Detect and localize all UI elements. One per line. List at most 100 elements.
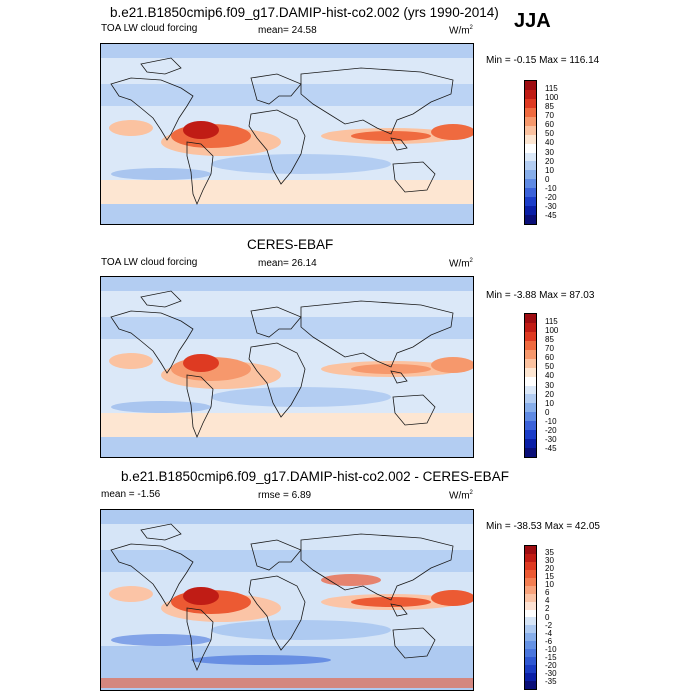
colorbar-swatch <box>525 197 536 207</box>
panel-2-mean-label: mean= 26.14 <box>258 258 317 269</box>
colorbar-swatch <box>525 170 536 180</box>
colorbar-tick-label: -45 <box>545 443 557 453</box>
panel-2-units: W/m2 <box>449 258 473 270</box>
colorbar-tick-label: 115 <box>545 317 558 327</box>
colorbar-swatch <box>525 403 536 413</box>
panel-1-units: W/m2 <box>449 25 473 37</box>
colorbar-swatch <box>525 625 536 634</box>
panel-1-map <box>100 43 474 225</box>
colorbar-tick-label: -30 <box>545 434 557 444</box>
colorbar-swatch <box>525 617 536 626</box>
colorbar-tick-label: 70 <box>545 111 554 121</box>
colorbar-tick-label: 20 <box>545 389 554 399</box>
colorbar-tick-label: 15 <box>545 572 554 582</box>
colorbar-swatch <box>525 322 536 332</box>
colorbar-swatch <box>525 314 536 323</box>
panel-2-minmax: Min = -3.88 Max = 87.03 <box>486 290 595 301</box>
colorbar-swatch <box>525 593 536 602</box>
colorbar-tick-label: 30 <box>545 380 554 390</box>
colorbar-swatch <box>525 601 536 610</box>
colorbar-swatch <box>525 206 536 216</box>
panel-2-field-label: TOA LW cloud forcing <box>101 257 198 268</box>
colorbar-tick-label: 0 <box>545 174 550 184</box>
colorbar-swatch <box>525 546 536 554</box>
panel-3-rmse-label: rmse = 6.89 <box>258 490 312 501</box>
colorbar-swatch <box>525 439 536 449</box>
colorbar-tick-label: 35 <box>545 548 554 558</box>
colorbar-tick-label: 10 <box>545 398 554 408</box>
colorbar-swatch <box>525 331 536 341</box>
colorbar-tick-label: 60 <box>545 120 554 130</box>
colorbar-swatch <box>525 649 536 658</box>
colorbar-tick-label: 20 <box>545 156 554 166</box>
colorbar-swatch <box>525 412 536 422</box>
colorbar-tick-label: -10 <box>545 416 557 426</box>
colorbar-tick-label: -10 <box>545 644 557 654</box>
colorbar-tick-label: 100 <box>545 326 559 336</box>
colorbar-tick-label: -20 <box>545 192 557 202</box>
colorbar-tick-label: -30 <box>545 201 557 211</box>
colorbar-swatch <box>525 116 536 126</box>
panel-3-map <box>100 509 474 691</box>
colorbar-tick-label: -2 <box>545 620 553 630</box>
colorbar-tick-label: 70 <box>545 344 554 354</box>
panel-3-title: b.e21.B1850cmip6.f09_g17.DAMIP-hist-co2.… <box>121 469 509 484</box>
panel-1-colorbar <box>524 80 537 225</box>
panel-3-mean-label: mean = -1.56 <box>101 489 161 500</box>
colorbar-tick-label: 0 <box>545 407 550 417</box>
colorbar-tick-label: -10 <box>545 183 557 193</box>
colorbar-swatch <box>525 680 536 689</box>
panel-3-colorbar <box>524 545 537 690</box>
colorbar-swatch <box>525 385 536 395</box>
colorbar-swatch <box>525 633 536 642</box>
colorbar-tick-label: 115 <box>545 84 558 94</box>
colorbar-swatch <box>525 553 536 562</box>
colorbar-tick-label: -20 <box>545 660 557 670</box>
colorbar-swatch <box>525 143 536 153</box>
colorbar-tick-label: 85 <box>545 335 554 345</box>
colorbar-swatch <box>525 448 536 457</box>
colorbar-tick-label: 40 <box>545 371 554 381</box>
colorbar-swatch <box>525 188 536 198</box>
colorbar-tick-label: 30 <box>545 556 554 566</box>
colorbar-swatch <box>525 358 536 368</box>
colorbar-swatch <box>525 81 536 90</box>
colorbar-tick-label: 30 <box>545 147 554 157</box>
colorbar-tick-label: 20 <box>545 564 554 574</box>
colorbar-swatch <box>525 367 536 377</box>
panel-2-colorbar <box>524 313 537 458</box>
panel-1-minmax: Min = -0.15 Max = 116.14 <box>486 55 600 66</box>
colorbar-swatch <box>525 577 536 586</box>
colorbar-tick-label: -6 <box>545 636 553 646</box>
colorbar-tick-label: -15 <box>545 652 557 662</box>
colorbar-swatch <box>525 340 536 350</box>
colorbar-swatch <box>525 89 536 99</box>
colorbar-swatch <box>525 98 536 108</box>
colorbar-swatch <box>525 585 536 594</box>
colorbar-tick-label: 60 <box>545 353 554 363</box>
colorbar-tick-label: 40 <box>545 138 554 148</box>
colorbar-swatch <box>525 107 536 117</box>
panel-1-field-label: TOA LW cloud forcing <box>101 23 198 34</box>
map-canvas <box>101 277 473 457</box>
map-canvas <box>101 510 473 690</box>
colorbar-tick-label: 50 <box>545 362 554 372</box>
colorbar-tick-label: 4 <box>545 596 550 606</box>
colorbar-swatch <box>525 376 536 386</box>
colorbar-tick-label: -4 <box>545 628 553 638</box>
colorbar-swatch <box>525 665 536 673</box>
colorbar-tick-label: 0 <box>545 612 550 622</box>
panel-3-minmax: Min = -38.53 Max = 42.05 <box>486 521 600 532</box>
colorbar-tick-label: 10 <box>545 580 554 590</box>
colorbar-tick-label: 100 <box>545 93 559 103</box>
colorbar-swatch <box>525 161 536 171</box>
colorbar-swatch <box>525 215 536 224</box>
colorbar-swatch <box>525 179 536 189</box>
colorbar-swatch <box>525 421 536 431</box>
panel-3-units: W/m2 <box>449 490 473 502</box>
colorbar-tick-label: 50 <box>545 129 554 139</box>
map-canvas <box>101 44 473 224</box>
colorbar-swatch <box>525 561 536 570</box>
colorbar-tick-label: -30 <box>545 668 557 678</box>
